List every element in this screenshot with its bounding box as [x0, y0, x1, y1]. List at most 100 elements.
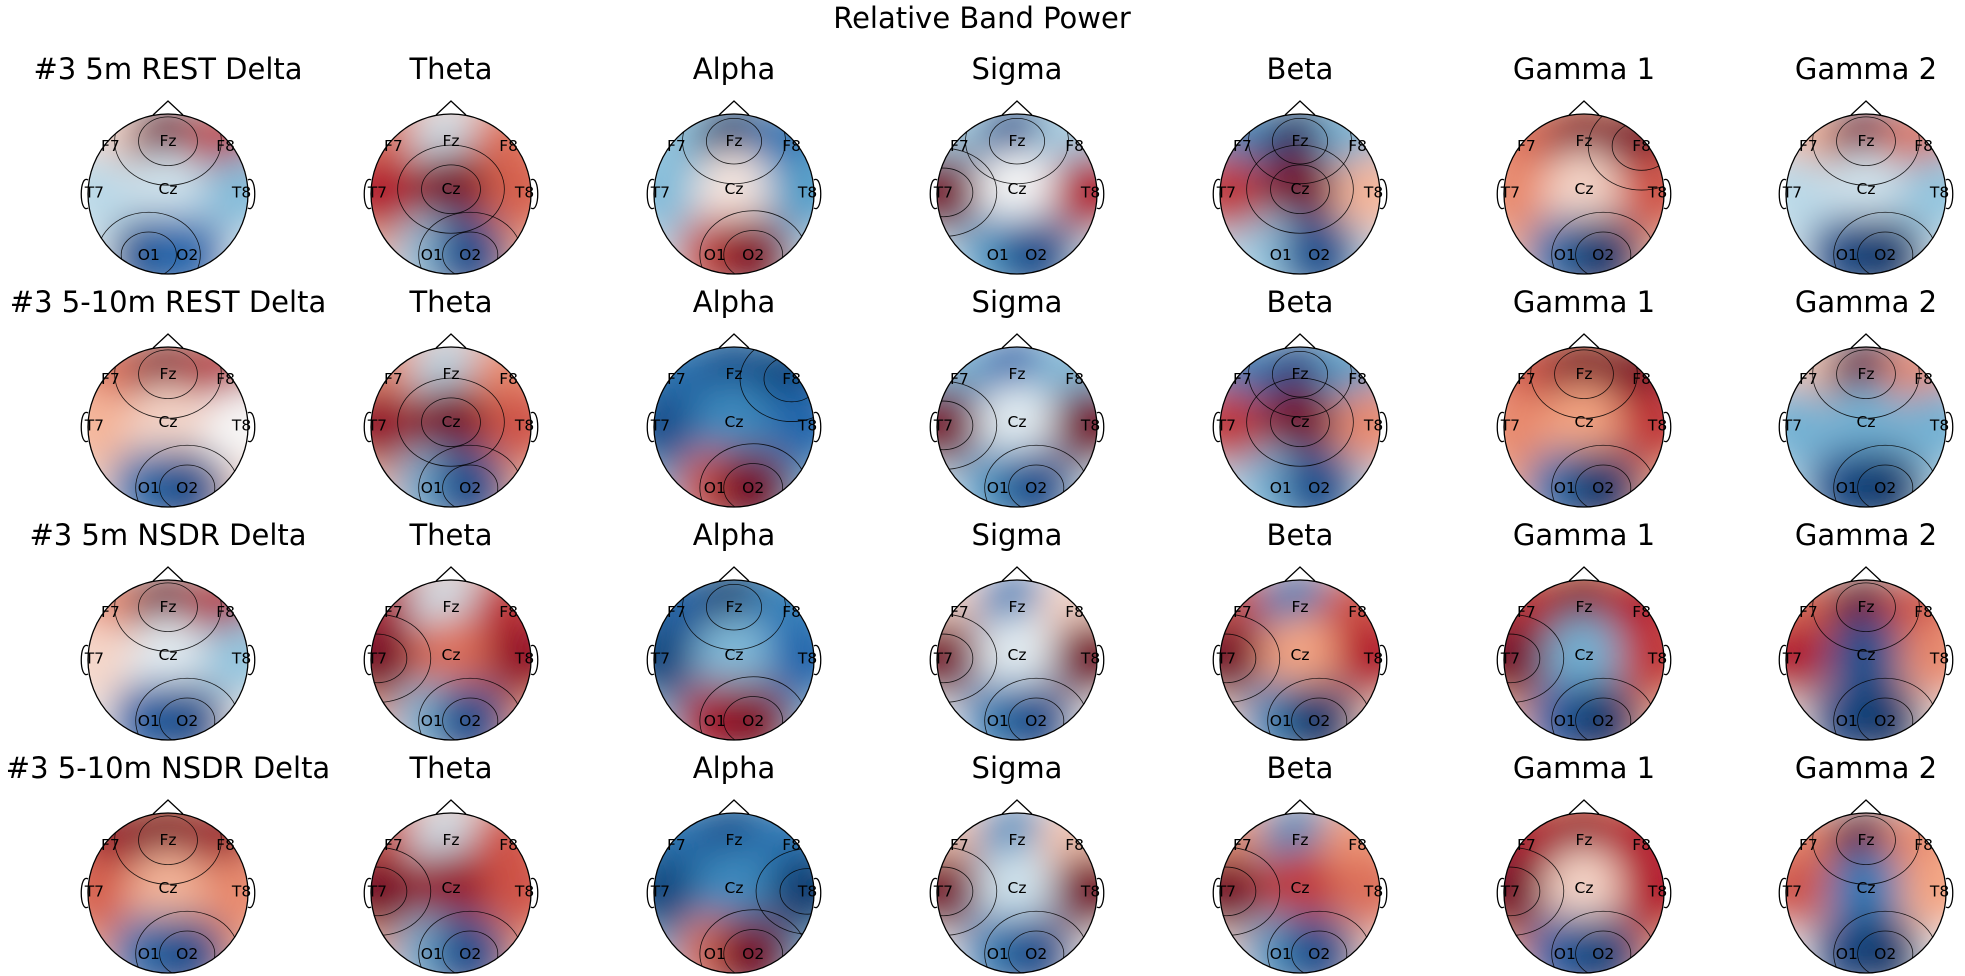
left-ear-outline [646, 645, 655, 675]
channel-label: Cz [725, 646, 744, 664]
channel-label: T8 [514, 183, 534, 201]
topomap-panel: Gamma 2 F7 Fz F8 T7 Cz T8 O1 O2 [1778, 285, 1954, 508]
contour-line [421, 397, 481, 447]
head-outline [1219, 113, 1381, 275]
channel-label: Fz [725, 831, 742, 849]
nose-outline [435, 333, 467, 349]
channel-label: O2 [459, 479, 481, 497]
channel-label: Cz [442, 180, 461, 198]
channel-value-blob [484, 618, 531, 699]
contour-line [1291, 697, 1348, 740]
contour-line [442, 464, 499, 507]
channel-label: O1 [421, 945, 443, 963]
contour-line [937, 866, 974, 917]
channel-label: Fz [1575, 598, 1592, 616]
channel-label: Cz [442, 879, 461, 897]
panel-title: #3 5m NSDR Delta [29, 518, 306, 552]
channel-label: T7 [933, 649, 953, 667]
channel-value-blob [1220, 851, 1267, 932]
channel-label: F8 [1914, 137, 1933, 155]
channel-label: O2 [742, 479, 764, 497]
channel-label: Cz [1008, 180, 1027, 198]
power-field [1220, 347, 1380, 507]
channel-label: T8 [231, 183, 251, 201]
right-ear-outline [530, 645, 539, 675]
channel-label: Cz [725, 879, 744, 897]
channel-value-blob [1826, 149, 1906, 230]
channel-value-blob [1050, 851, 1097, 932]
contour-line [937, 633, 974, 684]
right-ear-outline [1379, 878, 1388, 908]
head-outline [1785, 812, 1947, 974]
channel-value-blob [937, 618, 984, 699]
channel-label: T7 [367, 649, 387, 667]
channel-value-blob [694, 615, 774, 696]
channel-label: F8 [216, 137, 235, 155]
right-ear-outline [813, 412, 822, 442]
channel-label: Cz [1857, 413, 1876, 431]
head-outline [653, 579, 815, 741]
nose-outline [1568, 566, 1600, 582]
channel-label: F8 [1914, 603, 1933, 621]
channel-value-blob [937, 152, 984, 233]
nose-outline [1568, 333, 1600, 349]
channel-label: O2 [1874, 246, 1896, 264]
channel-value-blob [128, 382, 208, 463]
channel-label: F7 [384, 603, 403, 621]
channel-value-blob [371, 851, 418, 932]
contour-line [723, 230, 784, 274]
channel-label: O2 [1874, 712, 1896, 730]
nose-outline [1284, 799, 1316, 815]
channel-value-blob [1826, 848, 1906, 929]
channel-value-blob [88, 618, 135, 699]
channel-value-blob [1279, 913, 1360, 973]
contour-line [989, 117, 1046, 165]
channel-label: O2 [1592, 712, 1614, 730]
channel-label: T8 [1363, 183, 1383, 201]
head-outline [653, 346, 815, 508]
channel-label: Fz [1291, 132, 1308, 150]
left-ear-outline [1778, 412, 1787, 442]
channel-label: T7 [1500, 183, 1520, 201]
channel-value-blob [88, 152, 135, 233]
channel-value-blob [147, 913, 228, 973]
topomap-panel: Gamma 1 F7 Fz F8 T7 Cz T8 O1 O2 [1496, 751, 1672, 974]
topomap-panel: Beta F7 Fz F8 T7 Cz T8 O1 O2 [1212, 285, 1388, 508]
nose-outline [718, 100, 750, 116]
left-ear-outline [363, 412, 372, 442]
nose-outline [435, 100, 467, 116]
channel-label: T8 [1647, 882, 1667, 900]
channel-label: F8 [782, 603, 801, 621]
contour-line [1836, 582, 1896, 632]
channel-value-blob [1260, 149, 1340, 230]
contour-line [965, 114, 1069, 185]
panel-title: Theta [408, 285, 492, 319]
contour-line [1836, 116, 1896, 166]
channel-label: O2 [742, 945, 764, 963]
channel-label: F8 [499, 137, 518, 155]
channel-label: F8 [1065, 370, 1084, 388]
channel-value-blob [1617, 385, 1664, 466]
channel-label: T7 [1500, 649, 1520, 667]
topomap-panel: Alpha F7 Fz F8 T7 Cz T8 O1 O2 [646, 751, 822, 974]
channel-label: F7 [1799, 836, 1818, 854]
channel-label: F8 [1914, 370, 1933, 388]
channel-label: F7 [667, 836, 686, 854]
channel-value-blob [713, 214, 794, 274]
channel-label: O1 [987, 945, 1009, 963]
contour-line [1575, 231, 1632, 274]
channel-label: F8 [782, 137, 801, 155]
channel-label: F8 [1065, 836, 1084, 854]
channel-value-blob [996, 447, 1077, 507]
channel-label: T7 [1782, 416, 1802, 434]
head-outline [87, 113, 249, 275]
channel-label: T8 [797, 183, 817, 201]
channel-value-blob [1544, 149, 1624, 230]
channel-value-blob [1333, 385, 1380, 466]
channel-value-blob [1617, 851, 1664, 932]
left-ear-outline [929, 645, 938, 675]
channel-label: T8 [1363, 416, 1383, 434]
channel-label: Fz [1291, 365, 1308, 383]
right-ear-outline [1663, 179, 1672, 209]
nose-outline [1850, 100, 1882, 116]
